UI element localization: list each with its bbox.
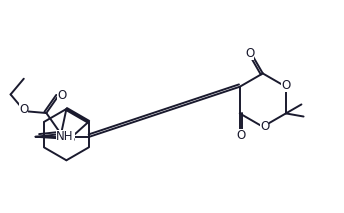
Text: O: O [19,103,28,116]
Text: NH: NH [56,130,74,143]
Text: O: O [57,89,67,102]
Text: O: O [245,47,254,60]
Text: S: S [66,132,75,145]
Text: O: O [260,120,269,133]
Text: O: O [281,79,290,92]
Text: O: O [236,130,245,142]
